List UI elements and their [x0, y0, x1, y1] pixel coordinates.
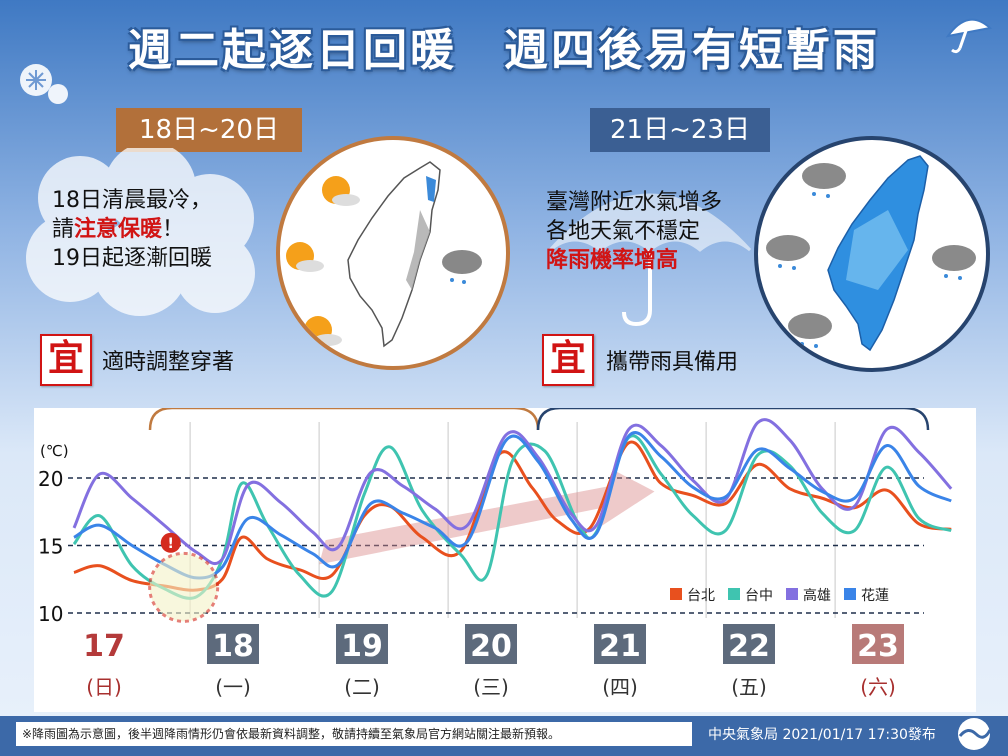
footer-source: 中央氣象局 2021/01/17 17:30發布	[708, 727, 936, 743]
day-number: 22	[728, 629, 770, 664]
chart-legend: 台北 台中 高雄 花蓮	[670, 587, 889, 604]
day-box	[723, 624, 775, 664]
day-weekday: (五)	[731, 675, 767, 699]
legend-label: 台北	[687, 588, 715, 604]
temperature-chart-panel: 10 15 20 (℃) ! 台北 台中 高雄 花蓮 17 (日) 18 (一) 19 (二) 20 (三…	[34, 406, 976, 712]
page-title: 週二起逐日回暖 週四後易有短暫雨	[128, 25, 880, 76]
right-line-3: 降雨機率增高	[546, 248, 679, 273]
left-advice-text: 18日清晨最冷， 請注意保暖！ 19日起逐漸回暖	[52, 186, 212, 273]
day-box	[207, 624, 259, 664]
umbrella-outline-decoration	[548, 193, 752, 327]
rain-cloud-icon	[788, 313, 832, 348]
map-circle-left	[276, 136, 510, 370]
left-line-2c: ！	[162, 217, 185, 242]
y-axis-unit: (℃)	[40, 442, 69, 460]
legend-label: 台中	[745, 588, 773, 604]
bracket-right	[536, 406, 930, 431]
footer-note: ※降雨圖為示意圖，後半週降雨情形仍會依最新資料調整，敬請持續至氣象局官方網站關注…	[16, 722, 692, 746]
yi-badge-right: 宜	[542, 334, 594, 386]
bracket-left	[148, 406, 540, 431]
day-number: 21	[599, 629, 641, 664]
legend-label: 高雄	[803, 587, 831, 604]
umbrella-icon	[945, 18, 993, 54]
left-line-3: 19日起逐漸回暖	[52, 246, 212, 271]
rain-cloud-icon	[802, 163, 846, 198]
series-line-高雄	[72, 418, 953, 565]
y-tick-label: 10	[38, 602, 63, 626]
sun-icon	[322, 176, 360, 206]
tip-right: 攜帶雨具備用	[606, 350, 739, 375]
day-weekday: (六)	[860, 675, 896, 699]
legend-label: 花蓮	[861, 588, 889, 604]
y-tick-label: 20	[38, 467, 63, 491]
yi-badge-left: 宜	[40, 334, 92, 386]
temperature-chart: 10 15 20 (℃) ! 台北 台中 高雄 花蓮 17 (日) 18 (一) 19 (二) 20 (三…	[38, 406, 953, 699]
rain-cloud-icon	[932, 245, 976, 280]
cloud-area-east	[406, 210, 430, 290]
rain-area-northeast	[426, 176, 436, 202]
legend-swatch	[844, 588, 856, 600]
day-weekday: (一)	[215, 675, 251, 699]
svg-text:!: !	[168, 536, 174, 552]
day-box	[594, 624, 646, 664]
day-number: 23	[857, 629, 899, 664]
legend-swatch	[670, 588, 682, 600]
day-weekday: (四)	[602, 675, 638, 699]
day-weekday: (三)	[473, 675, 509, 699]
snowflake-icon	[20, 64, 68, 104]
map-circle-right	[754, 136, 990, 372]
date-range-tag-right: 21日~23日	[590, 108, 770, 152]
y-tick-label: 15	[38, 535, 63, 559]
date-range-tag-left: 18日~20日	[116, 108, 302, 152]
rain-cloud-icon	[442, 250, 482, 284]
flower-cloud-decoration	[26, 148, 255, 316]
day-number: 17	[83, 629, 125, 664]
day-box	[336, 624, 388, 664]
cwb-logo-icon	[958, 718, 992, 750]
warming-trend-arrow	[319, 471, 655, 565]
left-line-1: 18日清晨最冷，	[52, 188, 212, 213]
left-line-2-highlight: 注意保暖	[74, 217, 163, 242]
rain-cloud-icon	[766, 235, 810, 270]
legend-swatch	[786, 588, 798, 600]
day-number: 19	[341, 629, 383, 664]
right-advice-text: 臺灣附近水氣增多 各地天氣不穩定 降雨機率增高	[546, 188, 722, 275]
sun-icon	[286, 242, 324, 272]
day-weekday: (二)	[344, 675, 380, 699]
rain-area-central	[846, 210, 908, 290]
taiwan-map-shape	[347, 161, 441, 348]
coldest-highlight: !	[148, 532, 220, 623]
right-line-2: 各地天氣不穩定	[546, 219, 701, 244]
day-box	[852, 624, 904, 664]
tip-left: 適時調整穿著	[102, 350, 235, 375]
right-line-1: 臺灣附近水氣增多	[546, 190, 723, 215]
day-weekday: (日)	[86, 675, 122, 699]
day-box	[465, 624, 517, 664]
day-number: 18	[212, 629, 254, 664]
left-line-2a: 請	[52, 217, 75, 242]
day-number: 20	[470, 629, 512, 664]
sun-icon	[304, 316, 342, 346]
series-line-花蓮	[73, 431, 952, 580]
legend-swatch	[728, 588, 740, 600]
